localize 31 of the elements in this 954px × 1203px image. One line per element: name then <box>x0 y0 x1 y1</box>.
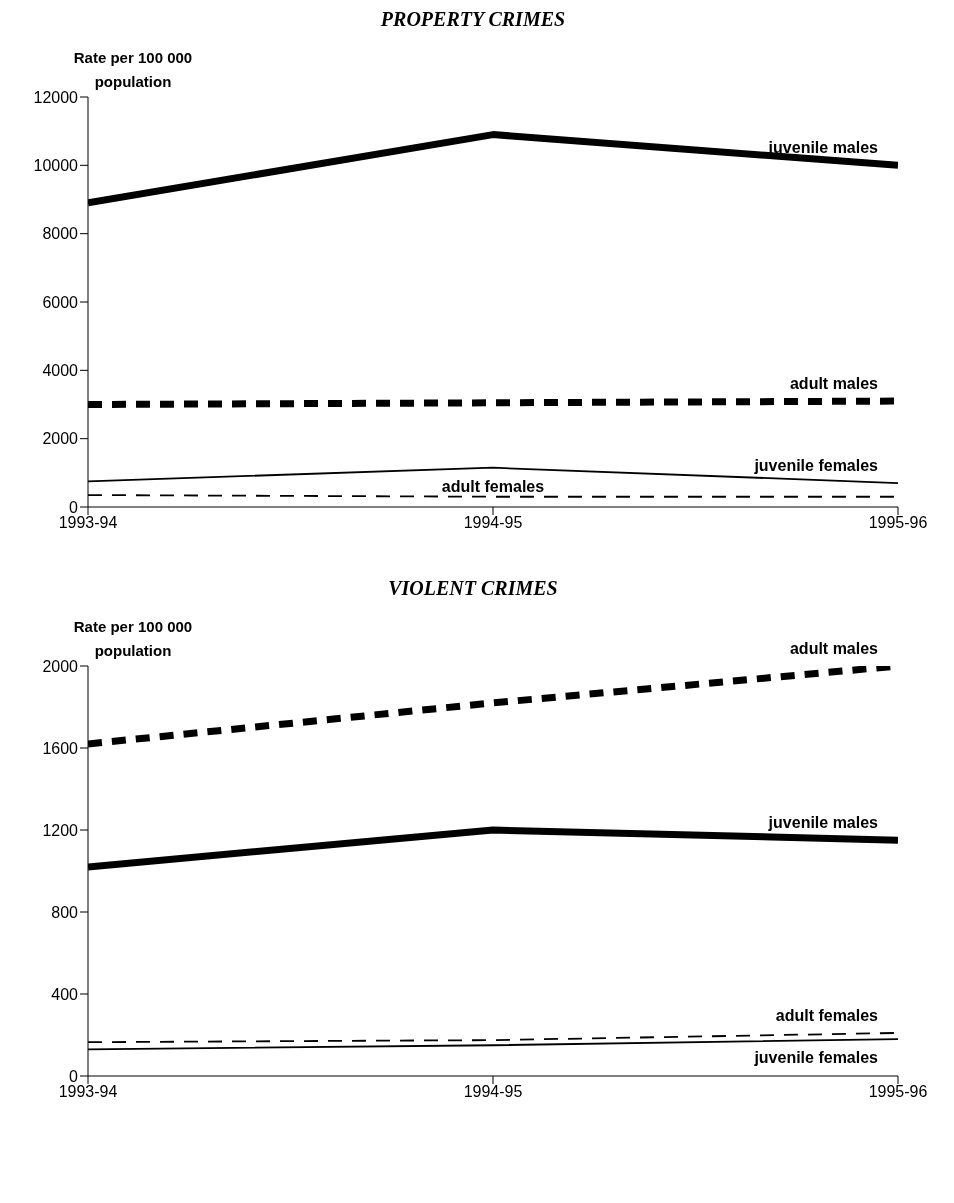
y-tick-label: 1200 <box>42 821 79 839</box>
series-label: adult males <box>789 640 879 657</box>
x-tick-label: 1994-95 <box>463 514 523 532</box>
chart-title: VIOLENT CRIMES <box>387 577 559 600</box>
series-label: juvenile females <box>753 1049 879 1067</box>
series-label: adult males <box>789 375 879 393</box>
series-label: juvenile males <box>767 139 879 157</box>
y-axis-title: Rate per 100 000 population <box>73 49 193 90</box>
y-tick-label: 8000 <box>42 225 79 243</box>
y-tick-label: 400 <box>51 985 79 1003</box>
x-tick-label: 1995-96 <box>868 514 928 532</box>
series-label: juvenile females <box>753 457 879 475</box>
chart-title: PROPERTY CRIMES <box>379 8 567 31</box>
series-label: adult females <box>775 1006 879 1024</box>
y-axis-title: Rate per 100 000 population <box>73 618 193 659</box>
y-tick-label: 2000 <box>42 657 79 675</box>
x-tick-label: 1995-96 <box>868 1083 928 1101</box>
y-tick-label: 6000 <box>42 293 79 311</box>
y-tick-label: 2000 <box>42 430 79 448</box>
x-tick-label: 1994-95 <box>463 1083 523 1101</box>
series-label: juvenile males <box>767 814 879 832</box>
y-tick-label: 10000 <box>33 157 79 175</box>
y-tick-label: 4000 <box>42 362 79 380</box>
y-tick-label: 0 <box>69 498 79 516</box>
y-tick-label: 12000 <box>33 88 79 106</box>
y-tick-label: 0 <box>69 1067 79 1085</box>
y-tick-label: 1600 <box>42 739 79 757</box>
y-tick-label: 800 <box>51 903 79 921</box>
x-tick-label: 1993-94 <box>58 1083 118 1101</box>
series-label: adult females <box>441 477 545 495</box>
x-tick-label: 1993-94 <box>58 514 118 532</box>
